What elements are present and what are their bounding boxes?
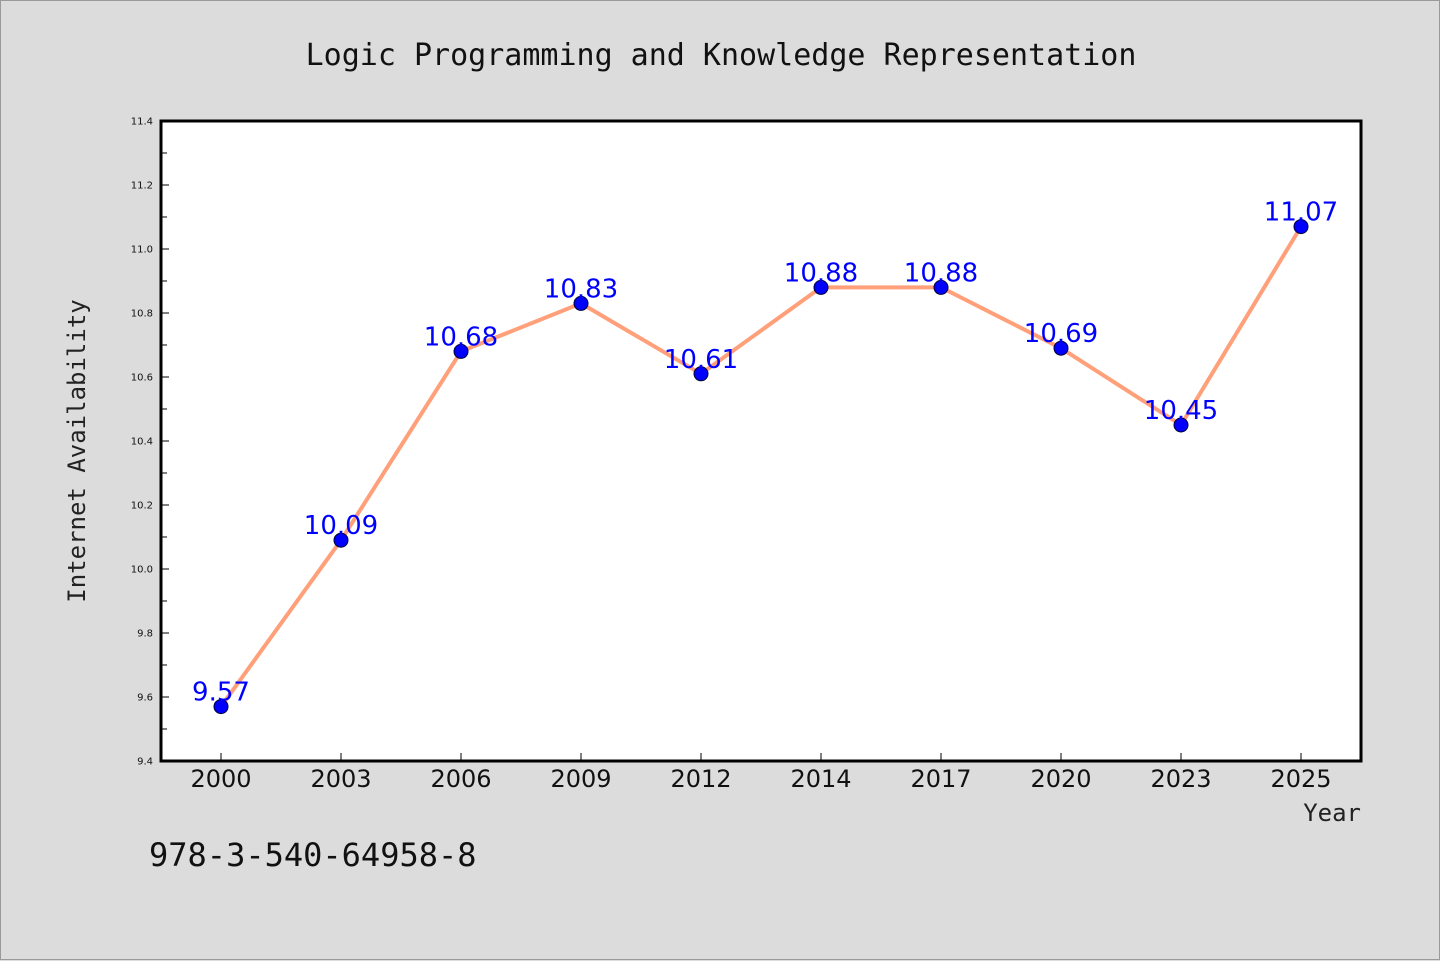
data-labels: 9.57 10.09 10.68 10.83 10.61 10.88 10.88 10.69 1… [192, 198, 1338, 708]
y-tick-label: 11.4 [131, 117, 153, 128]
data-label: 10.09 [304, 511, 378, 541]
data-point [933, 279, 949, 295]
data-point [213, 699, 229, 715]
y-tick-label: 11.0 [131, 245, 153, 256]
x-tick-label: 2025 [1270, 765, 1331, 793]
x-tick-label: 2009 [550, 765, 611, 793]
x-axis: 2000 2003 2006 2009 2012 2014 2017 2020 2023 2025 [190, 753, 1332, 793]
data-point [1293, 219, 1309, 235]
data-label: 10.68 [424, 322, 498, 352]
data-point [1173, 417, 1189, 433]
y-tick-label: 9.8 [137, 629, 153, 640]
x-tick-label: 2003 [310, 765, 371, 793]
x-tick-label: 2023 [1150, 765, 1211, 793]
x-tick-label: 2014 [790, 765, 851, 793]
data-point [453, 343, 469, 359]
data-label: 10.45 [1144, 396, 1218, 426]
data-point [333, 532, 349, 548]
data-point [573, 295, 589, 311]
data-label: 10.88 [784, 258, 858, 288]
y-tick-label: 9.4 [137, 757, 153, 768]
y-axis: 9.4 9.6 9.8 10.0 10.2 10.4 10.6 10.8 11.0 11.2 11.… [131, 117, 169, 768]
y-tick-label: 9.6 [137, 693, 153, 704]
y-tick-label: 10.4 [131, 437, 153, 448]
y-tick-label: 10.6 [131, 373, 153, 384]
data-label: 10.61 [664, 345, 738, 375]
x-tick-label: 2000 [190, 765, 251, 793]
series-line [219, 225, 1303, 708]
x-tick-label: 2012 [670, 765, 731, 793]
y-tick-label: 10.8 [131, 309, 153, 320]
series-markers [213, 219, 1309, 715]
y-axis-label: Internet Availability [63, 299, 91, 602]
data-point [813, 279, 829, 295]
data-label: 9.57 [192, 678, 250, 708]
data-label: 11.07 [1264, 198, 1338, 228]
data-point [1053, 340, 1069, 356]
footnote: 978-3-540-64958-8 [149, 836, 477, 874]
x-tick-label: 2006 [430, 765, 491, 793]
x-axis-label: Year [1303, 799, 1361, 827]
y-tick-label: 10.0 [131, 565, 153, 576]
y-tick-label: 10.2 [131, 501, 153, 512]
data-label: 10.88 [904, 258, 978, 288]
data-label: 10.83 [544, 274, 618, 304]
data-point [693, 366, 709, 382]
x-tick-label: 2017 [910, 765, 971, 793]
x-tick-label: 2020 [1030, 765, 1091, 793]
y-tick-label: 11.2 [131, 181, 153, 192]
data-label: 10.69 [1024, 319, 1098, 349]
plot-area [159, 119, 1363, 763]
chart-title: Logic Programming and Knowledge Represen… [306, 38, 1137, 73]
